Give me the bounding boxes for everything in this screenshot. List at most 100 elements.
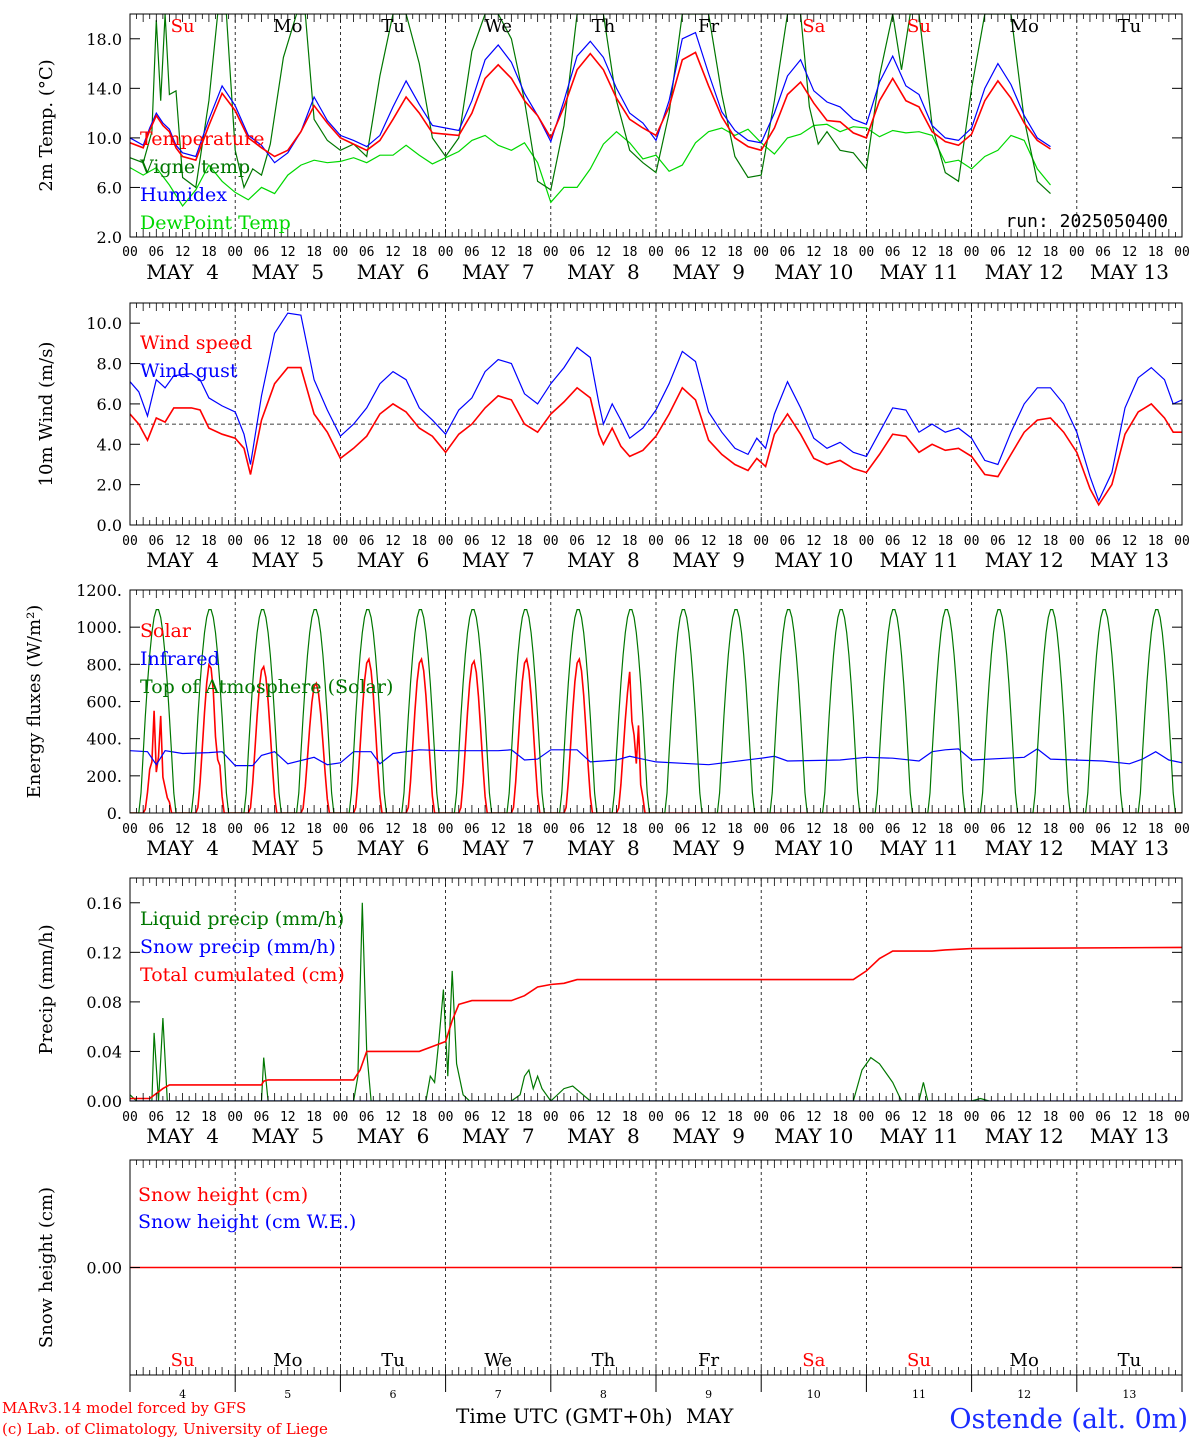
- legend-entry: Wind gust: [140, 360, 238, 382]
- y-tick-label: 14.0: [86, 79, 122, 98]
- date-label: MAY 12: [985, 1124, 1064, 1148]
- y-axis-label: 10m Wind (m/s): [36, 342, 57, 487]
- hour-tick-label: 18: [306, 1110, 322, 1125]
- hour-tick-label: 06: [464, 822, 480, 837]
- hour-tick-label: 06: [990, 534, 1006, 549]
- y-tick-label: 0.00: [86, 1259, 122, 1278]
- hour-tick-label: 12: [596, 245, 612, 260]
- legend-entry: Temperature: [140, 128, 264, 150]
- hour-tick-label: 12: [280, 1110, 296, 1125]
- series-line-infrared: [130, 748, 1182, 767]
- date-label: MAY 9: [672, 260, 745, 284]
- legend-entry: Vigne temp: [139, 156, 250, 178]
- series-line-top-of-atmosphere-solar-: [130, 609, 1182, 813]
- series-line-wind-speed: [130, 366, 1182, 507]
- day-number-label: 4: [179, 1388, 186, 1401]
- day-number-label: 12: [1017, 1388, 1031, 1401]
- legend-entry: Snow precip (mm/h): [140, 936, 336, 958]
- hour-tick-label: 06: [1095, 822, 1111, 837]
- hour-tick-label: 12: [1122, 245, 1138, 260]
- weekday-label: Su: [907, 1350, 931, 1371]
- hour-tick-label: 00: [227, 534, 243, 549]
- hour-tick-label: 06: [1095, 534, 1111, 549]
- hour-tick-label: 00: [859, 822, 875, 837]
- hour-tick-label: 12: [596, 822, 612, 837]
- hour-tick-label: 18: [622, 534, 638, 549]
- hour-tick-label: 12: [490, 822, 506, 837]
- hour-tick-label: 00: [1069, 1110, 1085, 1125]
- hour-tick-label: 12: [490, 1110, 506, 1125]
- hour-tick-label: 06: [254, 1110, 270, 1125]
- hour-tick-label: 06: [359, 822, 375, 837]
- hour-tick-label: 18: [727, 822, 743, 837]
- series-line-total-cumulated-cm-: [130, 946, 1182, 1100]
- series-line-wind-gust: [130, 312, 1182, 503]
- x-axis-month: MAY: [686, 1404, 734, 1428]
- hour-tick-label: 00: [648, 822, 664, 837]
- hour-tick-label: 18: [201, 1110, 217, 1125]
- y-axis-label: Energy fluxes (W/m²): [24, 605, 45, 799]
- y-axis-label: Precip (mm/h): [36, 924, 57, 1054]
- date-label: MAY 9: [672, 548, 745, 572]
- y-tick-label: 2.0: [97, 228, 122, 247]
- date-label: MAY 4: [146, 836, 219, 860]
- hour-tick-label: 06: [254, 245, 270, 260]
- y-tick-label: 0.16: [86, 894, 122, 913]
- legend-entry: Liquid precip (mm/h): [140, 908, 344, 930]
- date-label: MAY 13: [1090, 548, 1169, 572]
- hour-tick-label: 06: [780, 822, 796, 837]
- hour-tick-label: 00: [964, 822, 980, 837]
- hour-tick-label: 00: [122, 1110, 138, 1125]
- date-label: MAY 6: [357, 548, 430, 572]
- hour-tick-label: 00: [753, 245, 769, 260]
- date-label: MAY 13: [1090, 260, 1169, 284]
- date-label: MAY 4: [146, 260, 219, 284]
- date-label: MAY 12: [985, 548, 1064, 572]
- hour-tick-label: 18: [201, 822, 217, 837]
- hour-tick-label: 06: [780, 1110, 796, 1125]
- series-line-humidex: [130, 31, 1051, 164]
- y-tick-label: 4.0: [97, 435, 122, 454]
- hour-tick-label: 12: [701, 245, 717, 260]
- date-label: MAY 10: [774, 548, 853, 572]
- hour-tick-label: 12: [385, 1110, 401, 1125]
- y-tick-label: 0.: [107, 804, 122, 823]
- date-label: MAY 7: [462, 836, 535, 860]
- weekday-label: Tu: [381, 1350, 405, 1371]
- weekday-label: Su: [171, 16, 195, 37]
- weekday-label: Su: [907, 16, 931, 37]
- date-label: MAY 11: [879, 548, 958, 572]
- legend-entry: Solar: [140, 620, 192, 642]
- hour-tick-label: 06: [464, 534, 480, 549]
- series-group: [130, 609, 1182, 813]
- hour-tick-label: 12: [175, 245, 191, 260]
- hour-tick-label: 00: [753, 1110, 769, 1125]
- hour-tick-label: 12: [911, 534, 927, 549]
- date-label: MAY 10: [774, 1124, 853, 1148]
- hour-tick-label: 12: [1016, 245, 1032, 260]
- hour-tick-label: 06: [569, 245, 585, 260]
- date-label: MAY 11: [879, 836, 958, 860]
- weekday-label: Sa: [802, 16, 825, 37]
- hour-tick-label: 12: [701, 822, 717, 837]
- hour-tick-label: 06: [674, 1110, 690, 1125]
- hour-tick-label: 00: [753, 822, 769, 837]
- y-tick-label: 8.0: [97, 355, 122, 374]
- hour-tick-label: 18: [727, 534, 743, 549]
- hour-tick-label: 00: [648, 245, 664, 260]
- day-number-label: 9: [705, 1388, 712, 1401]
- hour-tick-label: 18: [1043, 245, 1059, 260]
- hour-tick-label: 12: [596, 1110, 612, 1125]
- hour-tick-label: 12: [175, 1110, 191, 1125]
- hour-tick-label: 06: [148, 822, 164, 837]
- date-label: MAY 12: [985, 836, 1064, 860]
- hour-tick-label: 18: [411, 1110, 427, 1125]
- hour-tick-label: 06: [990, 1110, 1006, 1125]
- y-tick-label: 10.0: [86, 314, 122, 333]
- hour-tick-label: 06: [674, 245, 690, 260]
- hour-tick-label: 18: [411, 534, 427, 549]
- hour-tick-label: 00: [227, 245, 243, 260]
- hour-tick-label: 06: [464, 1110, 480, 1125]
- hour-tick-label: 12: [806, 534, 822, 549]
- hour-tick-label: 06: [885, 534, 901, 549]
